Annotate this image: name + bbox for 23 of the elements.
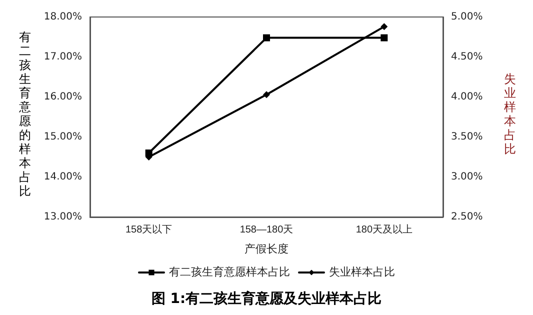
- x-axis-title: 产假长度: [244, 242, 288, 256]
- y-tick-label: 14.00%: [44, 172, 82, 182]
- text: 有二孩生育意愿的样本占比: [19, 30, 31, 198]
- y2-tick-label: 4.00%: [451, 92, 483, 102]
- x-tick-label: 158天以下: [125, 224, 172, 236]
- y-tick-label: 16.00%: [44, 92, 82, 102]
- x-tick-label: 158—180天: [240, 224, 294, 236]
- legend-label: 有二孩生育意愿样本占比: [169, 266, 290, 278]
- y2-tick-label: 2.50%: [451, 212, 483, 222]
- y2-axis-title: 失业样本占比: [503, 72, 517, 156]
- y-tick-label: 18.00%: [44, 12, 82, 22]
- text: 图 1:有二孩生育意愿及失业样本占比: [150, 290, 383, 308]
- y2-tick-label: 5.00%: [451, 12, 483, 22]
- y2-tick-label: 3.00%: [451, 172, 483, 182]
- y-tick-label: 13.00%: [44, 212, 82, 222]
- y2-tick-label: 4.50%: [451, 52, 483, 62]
- legend-label: 失业样本占比: [329, 266, 395, 278]
- y-tick-label: 15.00%: [44, 132, 82, 142]
- x-tick-label: 180天及以上: [356, 224, 413, 236]
- point: [380, 23, 388, 30]
- y2-tick-label: 3.50%: [451, 132, 483, 142]
- y-tick-label: 17.00%: [44, 52, 82, 62]
- point: [263, 91, 270, 98]
